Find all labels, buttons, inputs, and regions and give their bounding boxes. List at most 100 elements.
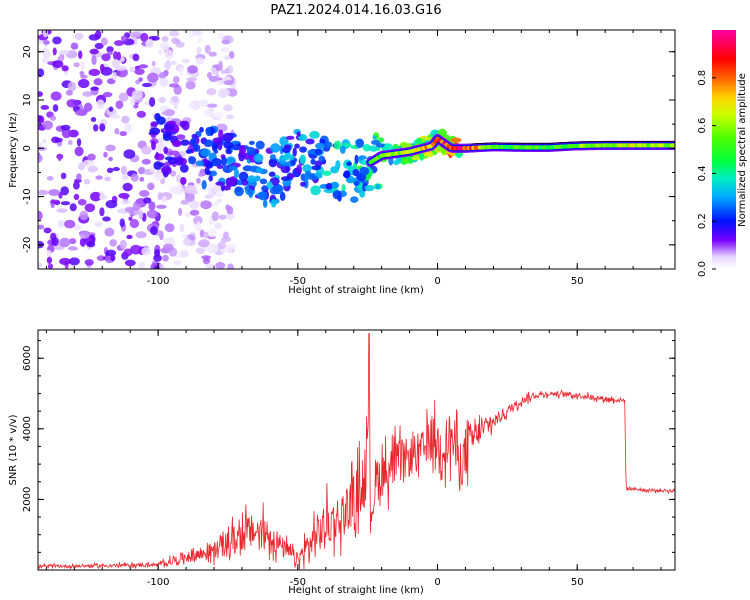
spectrogram-noise-blob (172, 76, 180, 84)
spectrogram-band-blob (314, 142, 326, 149)
spectrogram-noise-blob (103, 151, 108, 158)
spectrogram-noise-blob (182, 238, 192, 246)
spectrogram-noise-blob (123, 149, 136, 159)
spectrogram-marks (38, 30, 675, 269)
spectrogram-band-blob (268, 158, 278, 168)
spectrogram-noise-blob (38, 262, 42, 268)
spectrogram-noise-blob (141, 158, 152, 165)
spectrogram-noise-blob (112, 71, 117, 81)
spectrogram-band-blob (226, 178, 234, 188)
spectrogram-band-blob (179, 164, 189, 173)
spectrogram-noise-blob (161, 36, 169, 42)
spectrogram-noise-blob (60, 201, 71, 206)
spectrogram-noise-blob (90, 191, 102, 202)
spectrogram-y-tick-label: 0 (22, 145, 33, 151)
spectrogram-noise-blob (164, 223, 175, 233)
snr-x-tick-label: 50 (571, 577, 584, 588)
spectrogram-band-blob (341, 184, 346, 193)
spectrogram-noise-blob (118, 92, 129, 102)
spectrogram-noise-blob (227, 88, 238, 97)
spectrogram-noise-blob (105, 199, 118, 209)
spectrogram-band-blob (303, 178, 309, 189)
spectrogram-noise-blob (148, 201, 156, 211)
spectrogram-noise-blob (106, 46, 114, 53)
spectrogram-noise-blob (169, 30, 180, 37)
spectrogram-noise-blob (78, 50, 83, 60)
spectrogram-noise-blob (198, 239, 210, 248)
spectrogram-band-blob (222, 132, 234, 142)
spectrogram-noise-blob (153, 254, 162, 262)
spectrogram-band-blob (255, 167, 264, 173)
snr-x-tick-label: 0 (434, 577, 440, 588)
spectrogram-band-blob (255, 140, 265, 150)
spectrogram-band-blob (364, 184, 375, 192)
spectrogram-noise-blob (207, 228, 217, 238)
spectrogram-noise-blob (180, 199, 190, 205)
spectrogram-band-blob (314, 148, 323, 155)
spectrogram-band-blob (289, 154, 295, 161)
spectrogram-noise-blob (67, 246, 78, 251)
spectrogram-band-blob (195, 160, 206, 167)
spectrogram-noise-blob (59, 237, 71, 248)
spectrogram-noise-blob (163, 61, 172, 69)
spectrogram-noise-blob (94, 42, 104, 50)
spectrogram-noise-blob (57, 153, 62, 162)
spectrogram-band-blob (162, 131, 172, 138)
spectrogram-band-blob (372, 135, 377, 140)
spectrogram-band-blob (206, 161, 214, 169)
spectrogram-noise-blob (76, 138, 82, 147)
spectrogram-noise-blob (58, 49, 70, 55)
spectrogram-noise-blob (112, 51, 118, 60)
spectrogram-band-blob (161, 167, 171, 172)
spectrogram-band-blob (151, 140, 156, 151)
spectrogram-noise-blob (52, 60, 64, 69)
spectrogram-noise-blob (135, 231, 147, 239)
spectrogram-band-blob (302, 164, 312, 173)
spectrogram-noise-blob (184, 184, 197, 194)
spectrogram-x-tick-label: 50 (571, 276, 584, 287)
spectrogram-band-blob (323, 141, 333, 149)
spectrogram-band-blob (247, 175, 256, 184)
spectrogram-noise-blob (84, 203, 96, 213)
spectrogram-band-blob (262, 199, 268, 208)
spectrogram-noise-blob (171, 95, 179, 103)
spectrogram-band-blob (155, 152, 160, 160)
spectrogram-noise-blob (74, 146, 84, 157)
spectrogram-band-blob (203, 139, 214, 147)
spectrogram-band-blob (311, 165, 322, 171)
spectrogram-noise-blob (42, 138, 47, 144)
spectrogram-noise-blob (196, 177, 201, 184)
spectrogram-noise-blob (68, 140, 73, 145)
spectrogram-noise-blob (137, 166, 146, 175)
spectrogram-noise-blob (157, 97, 167, 103)
spectrogram-band-blob (296, 164, 303, 175)
snr-y-label: SNR (10 * v/v) (8, 414, 19, 485)
spectrogram-noise-blob (43, 227, 52, 234)
spectrogram-noise-blob (42, 120, 54, 130)
spectrogram-y-label: Frequency (Hz) (8, 112, 19, 188)
spectrogram-band-blob (254, 175, 261, 182)
spectrogram-noise-blob (184, 192, 195, 202)
spectrogram-band-blob (325, 182, 333, 190)
spectrogram-x-ticks: -100 -50 0 50 (45, 30, 662, 287)
spectrogram-noise-blob (131, 89, 143, 100)
spectrogram-noise-blob (218, 88, 231, 97)
spectrogram-noise-blob (218, 60, 223, 71)
snr-y-tick-label: 2000 (22, 487, 33, 512)
spectrogram-noise-blob (48, 189, 60, 196)
spectrogram-band-blob (199, 126, 204, 133)
spectrogram-noise-blob (120, 165, 127, 176)
snr-x-tick-label: -100 (147, 577, 170, 588)
spectrogram-band-blob (266, 181, 273, 189)
spectrogram-band-blob (376, 143, 386, 148)
spectrogram-noise-blob (108, 156, 114, 162)
spectrogram-band-blob (225, 148, 232, 155)
spectrogram-noise-blob (141, 145, 152, 155)
spectrogram-noise-blob (38, 224, 45, 230)
spectrogram-band-blob (201, 180, 207, 190)
spectrogram-band-blob (166, 120, 177, 125)
spectrogram-noise-blob (120, 199, 131, 205)
spectrogram-band-blob (352, 168, 360, 177)
spectrogram-noise-blob (38, 189, 49, 196)
